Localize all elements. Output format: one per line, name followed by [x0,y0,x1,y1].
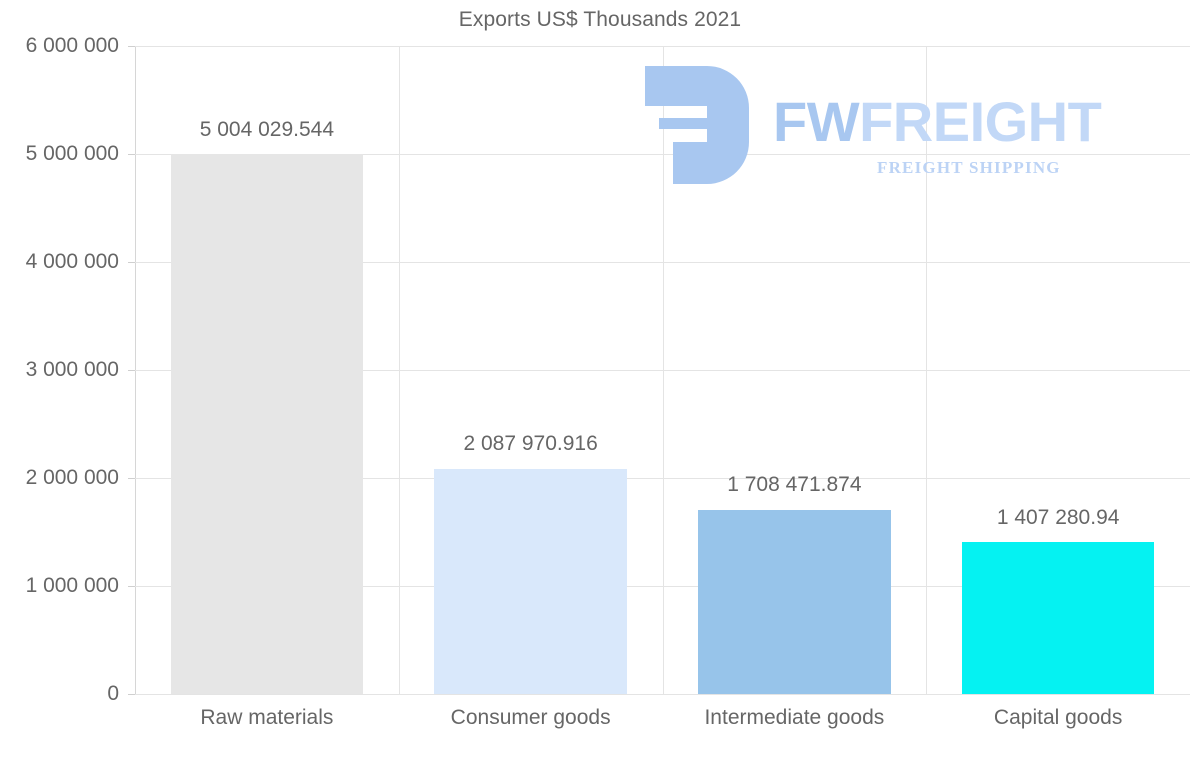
y-axis-tick-label: 0 [107,682,119,705]
bar-value-label: 1 407 280.94 [996,506,1120,529]
bar[interactable] [961,542,1155,694]
bar-value-label: 5 004 029.544 [199,117,335,141]
gridline-category-divider [662,46,664,694]
y-axis-tick-label: 4 000 000 [25,250,119,273]
y-axis-tick-mark [128,694,135,695]
y-axis-tick-mark [128,46,135,47]
x-axis-tick-label: Raw materials [200,706,334,729]
chart-title: Exports US$ Thousands 2021 [458,8,742,31]
y-axis-tick-label: 1 000 000 [25,574,119,597]
y-axis-tick-mark [128,154,135,155]
y-axis-tick-label: 6 000 000 [25,34,119,57]
x-axis-tick-label: Capital goods [993,706,1123,729]
bar[interactable] [170,153,364,694]
y-axis-tick-mark [128,478,135,479]
y-axis-tick-label: 2 000 000 [25,466,119,489]
bar[interactable] [698,509,891,694]
bar-value-label: 2 087 970.916 [463,432,598,456]
y-axis-tick-mark [128,586,135,587]
plot-area [135,46,1190,695]
y-axis-tick-mark [128,262,135,263]
gridline-category-divider [926,46,928,694]
y-axis-tick-mark [128,370,135,371]
x-axis-tick-label: Consumer goods [450,706,611,729]
gridline-category-divider [398,46,400,694]
bar[interactable] [434,468,627,694]
y-axis-tick-label: 5 000 000 [25,142,119,165]
x-axis-tick-label: Intermediate goods [704,706,885,729]
bar-value-label: 1 708 471.874 [727,473,862,497]
gridline-horizontal [135,694,1190,695]
y-axis-tick-label: 3 000 000 [25,358,119,381]
